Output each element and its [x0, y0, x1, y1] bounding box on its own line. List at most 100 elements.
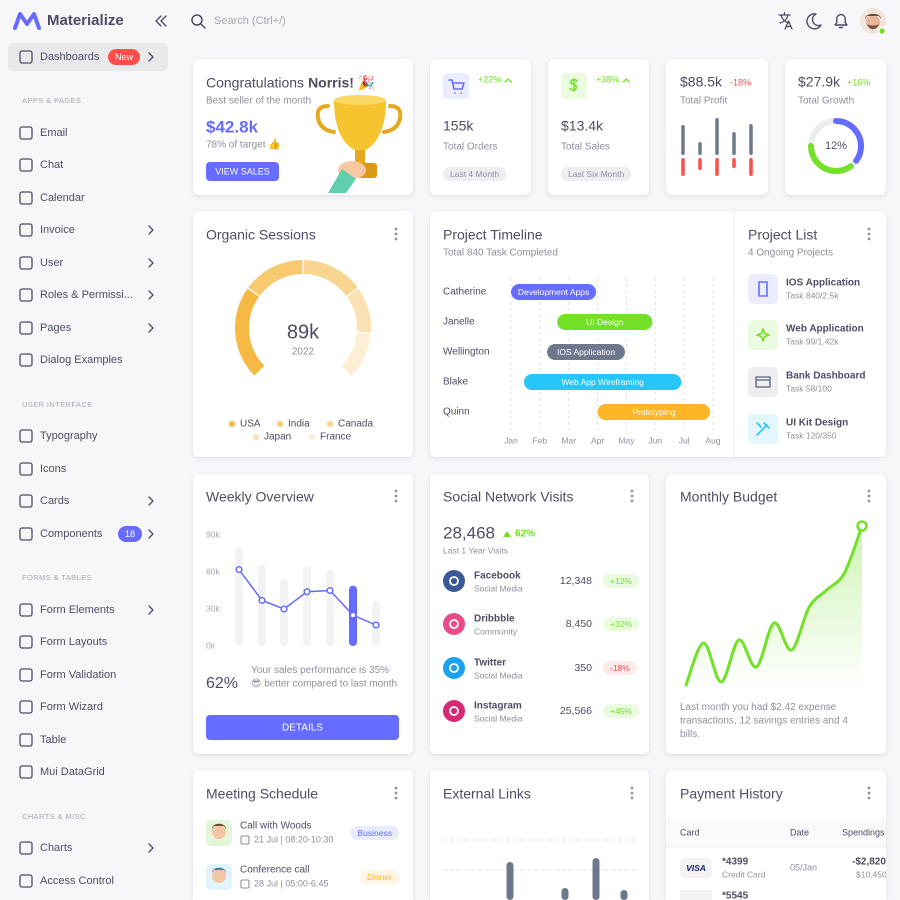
kebab-dot[interactable]	[867, 796, 871, 800]
kebab-dot[interactable]	[867, 232, 871, 236]
card	[193, 211, 413, 457]
gauge-year: 2022	[292, 347, 315, 358]
chip	[603, 661, 637, 675]
timeline-bar	[523, 374, 682, 390]
nav-item[interactable]: Icons	[40, 463, 67, 475]
kebab-dot[interactable]	[394, 786, 398, 790]
button-label[interactable]: VIEW SALES	[215, 166, 270, 176]
badge-label: 18	[125, 529, 135, 539]
social-icon	[443, 570, 465, 592]
kebab-dot[interactable]	[394, 796, 398, 800]
brand-name: Materialize	[47, 12, 124, 29]
trophy-handle	[315, 104, 336, 134]
kebab-dot[interactable]	[630, 796, 634, 800]
kebab-dot[interactable]	[867, 786, 871, 790]
kebab-dot[interactable]	[867, 227, 871, 231]
nav-icon	[19, 874, 33, 888]
nav-item[interactable]: Form Validation	[40, 669, 116, 681]
nav-item[interactable]: Email	[40, 127, 68, 139]
card-title: Organic Sessions	[206, 227, 316, 243]
kebab-dot[interactable]	[394, 237, 398, 241]
project-icon	[758, 281, 768, 297]
chip	[561, 167, 632, 181]
kebab-dot[interactable]	[867, 791, 871, 795]
kebab-dot[interactable]	[394, 494, 398, 498]
kebab-dot[interactable]	[630, 791, 634, 795]
nav-item[interactable]: Table	[40, 734, 66, 746]
social-sub: Community	[474, 626, 518, 636]
kebab-dot[interactable]	[630, 499, 634, 503]
task-label: Prototyping	[632, 407, 675, 417]
project-icon	[755, 376, 771, 388]
search-input[interactable]: Search (Ctrl+/)	[214, 15, 286, 27]
kebab-dot[interactable]	[394, 499, 398, 503]
kebab-dot[interactable]	[394, 489, 398, 493]
chip-label: +45%	[610, 706, 632, 716]
person-label: Wellington	[443, 347, 490, 358]
kebab-dot[interactable]	[867, 499, 871, 503]
nav-item[interactable]: Dashboards	[40, 51, 100, 63]
gauge-value: 89k	[287, 321, 320, 343]
month-label: Apr	[591, 435, 604, 445]
kebab-dot[interactable]	[867, 489, 871, 493]
kebab-dot[interactable]	[394, 232, 398, 236]
kebab-dot[interactable]	[867, 494, 871, 498]
target: 78% of target 👍	[206, 138, 281, 151]
nav-item[interactable]: Form Wizard	[40, 701, 103, 713]
button-label[interactable]: DETAILS	[282, 723, 323, 734]
button[interactable]	[206, 162, 279, 181]
nav-icon	[19, 527, 33, 541]
nav-item[interactable]: Typography	[40, 430, 98, 442]
nav-item[interactable]: Components	[40, 528, 103, 540]
kebab-dot[interactable]	[630, 494, 634, 498]
section-heading: USER INTERFACE	[22, 400, 93, 409]
button[interactable]	[206, 715, 399, 740]
month-label: Feb	[533, 435, 548, 445]
kebab-dot[interactable]	[630, 489, 634, 493]
nav-icon	[19, 668, 33, 682]
card-title: External Links	[443, 786, 531, 802]
nav-item[interactable]: Access Control	[40, 875, 114, 887]
kebab-dot[interactable]	[394, 227, 398, 231]
timeline-bar	[547, 344, 625, 360]
badge-label: New	[115, 52, 134, 62]
nav-icon	[19, 429, 33, 443]
profit-bar	[681, 125, 685, 155]
kebab-dot[interactable]	[394, 791, 398, 795]
nav-item[interactable]: User	[40, 257, 64, 269]
badge	[108, 49, 141, 65]
nav-item[interactable]: Dialog Examples	[40, 354, 123, 366]
chevron	[148, 225, 154, 235]
nav-item[interactable]: Invoice	[40, 224, 75, 236]
table-header-bg	[666, 820, 886, 847]
badge	[118, 526, 143, 542]
nav-item[interactable]: Charts	[40, 842, 73, 854]
meeting-title: Conference call	[240, 865, 309, 876]
card-title: Project List	[748, 227, 817, 243]
social-icon	[443, 613, 465, 635]
kebab-dot[interactable]	[630, 786, 634, 790]
nav-item[interactable]: Calendar	[40, 192, 85, 204]
nav-item[interactable]: Form Layouts	[40, 636, 108, 648]
calendar-icon	[240, 835, 250, 845]
month-label: Jun	[648, 435, 662, 445]
nav-item[interactable]: Roles & Permissi...	[40, 289, 133, 301]
collapse-icon	[155, 15, 167, 27]
project-tasks: Task 58/100	[786, 383, 832, 393]
bar	[620, 890, 628, 900]
chevron	[148, 290, 154, 300]
kebab-dot[interactable]	[867, 237, 871, 241]
nav-icon	[19, 765, 33, 779]
nav-icon	[19, 321, 33, 335]
nav-item[interactable]: Chat	[40, 159, 63, 171]
nav-item[interactable]: Cards	[40, 495, 70, 507]
nav-item[interactable]: Mui DataGrid	[40, 766, 105, 778]
text-line: Last month you had $2.42 expense	[680, 702, 839, 713]
bar	[506, 862, 514, 900]
avatar-face	[212, 825, 226, 839]
project-icon-bg	[748, 274, 778, 304]
nav-item[interactable]: Form Elements	[40, 604, 115, 616]
nav-item[interactable]: Pages	[40, 322, 72, 334]
chevron	[148, 323, 154, 333]
